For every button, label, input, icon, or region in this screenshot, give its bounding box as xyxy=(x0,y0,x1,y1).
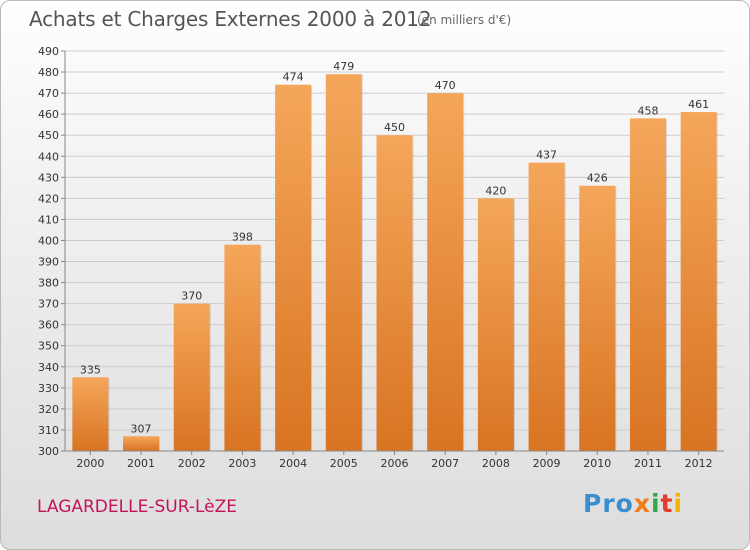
x-tick-label: 2007 xyxy=(431,457,459,470)
data-label: 307 xyxy=(131,422,152,435)
logo-part: i xyxy=(673,489,684,518)
data-label: 420 xyxy=(485,184,506,197)
x-tick-label: 2000 xyxy=(76,457,104,470)
y-tick-label: 410 xyxy=(38,213,59,226)
bar xyxy=(275,84,312,452)
y-tick-label: 340 xyxy=(38,361,59,374)
x-tick-label: 2012 xyxy=(685,457,713,470)
data-label: 398 xyxy=(232,231,253,244)
logo-part: x xyxy=(633,489,651,518)
x-tick-label: 2008 xyxy=(482,457,510,470)
bar xyxy=(477,198,514,451)
bar xyxy=(325,74,362,451)
y-tick-label: 300 xyxy=(38,445,59,458)
x-tick-label: 2011 xyxy=(634,457,662,470)
x-tick-label: 2004 xyxy=(279,457,307,470)
y-tick-label: 490 xyxy=(38,45,59,58)
x-tick-label: 2001 xyxy=(127,457,155,470)
data-labels: 335 307 370 398 474 479 450 470 420 437 426 458 461 xyxy=(80,60,709,435)
chart-title: Achats et Charges Externes 2000 à 2012 xyxy=(29,7,432,31)
y-tick-label: 470 xyxy=(38,87,59,100)
proxiti-logo: Proxiti xyxy=(583,489,683,518)
x-tick-label: 2010 xyxy=(583,457,611,470)
y-tick-label: 390 xyxy=(38,256,59,269)
x-tick-label: 2002 xyxy=(178,457,206,470)
data-label: 461 xyxy=(688,98,709,111)
bar xyxy=(680,112,717,451)
bar xyxy=(629,118,666,452)
y-tick-label: 360 xyxy=(38,319,59,332)
data-label: 426 xyxy=(587,172,608,185)
bar xyxy=(376,135,413,452)
chart-subtitle: (en milliers d'€) xyxy=(417,13,512,27)
bar xyxy=(528,162,565,451)
bar xyxy=(72,377,109,451)
bar xyxy=(224,244,261,451)
y-tick-label: 400 xyxy=(38,234,59,247)
data-label: 437 xyxy=(536,149,557,162)
y-axis: 300 310 320 330 340 350 360 370 380 390 400 410 420 4… xyxy=(38,45,66,458)
commune-name: LAGARDELLE-SUR-LèZE xyxy=(37,497,237,517)
y-tick-label: 420 xyxy=(38,192,59,205)
y-tick-label: 430 xyxy=(38,171,59,184)
bars xyxy=(72,74,718,452)
x-axis: 2000 2001 2002 2003 2004 2005 2006 2007 2008 2009… xyxy=(65,450,724,470)
bar xyxy=(427,93,464,452)
data-label: 479 xyxy=(333,60,354,73)
x-tick-label: 2005 xyxy=(330,457,358,470)
logo-part: Pro xyxy=(583,489,634,518)
logo-part: i xyxy=(650,489,661,518)
y-tick-label: 350 xyxy=(38,340,59,353)
logo-part: t xyxy=(660,489,674,518)
data-label: 370 xyxy=(181,290,202,303)
bar xyxy=(123,436,160,451)
data-label: 335 xyxy=(80,363,101,376)
y-tick-label: 440 xyxy=(38,150,59,163)
y-tick-label: 330 xyxy=(38,382,59,395)
data-label: 450 xyxy=(384,121,405,134)
y-tick-label: 480 xyxy=(38,66,59,79)
x-tick-label: 2006 xyxy=(381,457,409,470)
bar xyxy=(579,185,616,451)
data-label: 470 xyxy=(435,79,456,92)
x-tick-label: 2009 xyxy=(533,457,561,470)
y-tick-label: 320 xyxy=(38,403,59,416)
data-label: 474 xyxy=(283,71,304,84)
y-tick-label: 460 xyxy=(38,108,59,121)
y-tick-label: 310 xyxy=(38,424,59,437)
x-tick-label: 2003 xyxy=(228,457,256,470)
y-tick-label: 450 xyxy=(38,129,59,142)
y-tick-label: 380 xyxy=(38,277,59,290)
bar xyxy=(173,303,210,451)
data-label: 458 xyxy=(637,104,658,117)
y-tick-label: 370 xyxy=(38,298,59,311)
